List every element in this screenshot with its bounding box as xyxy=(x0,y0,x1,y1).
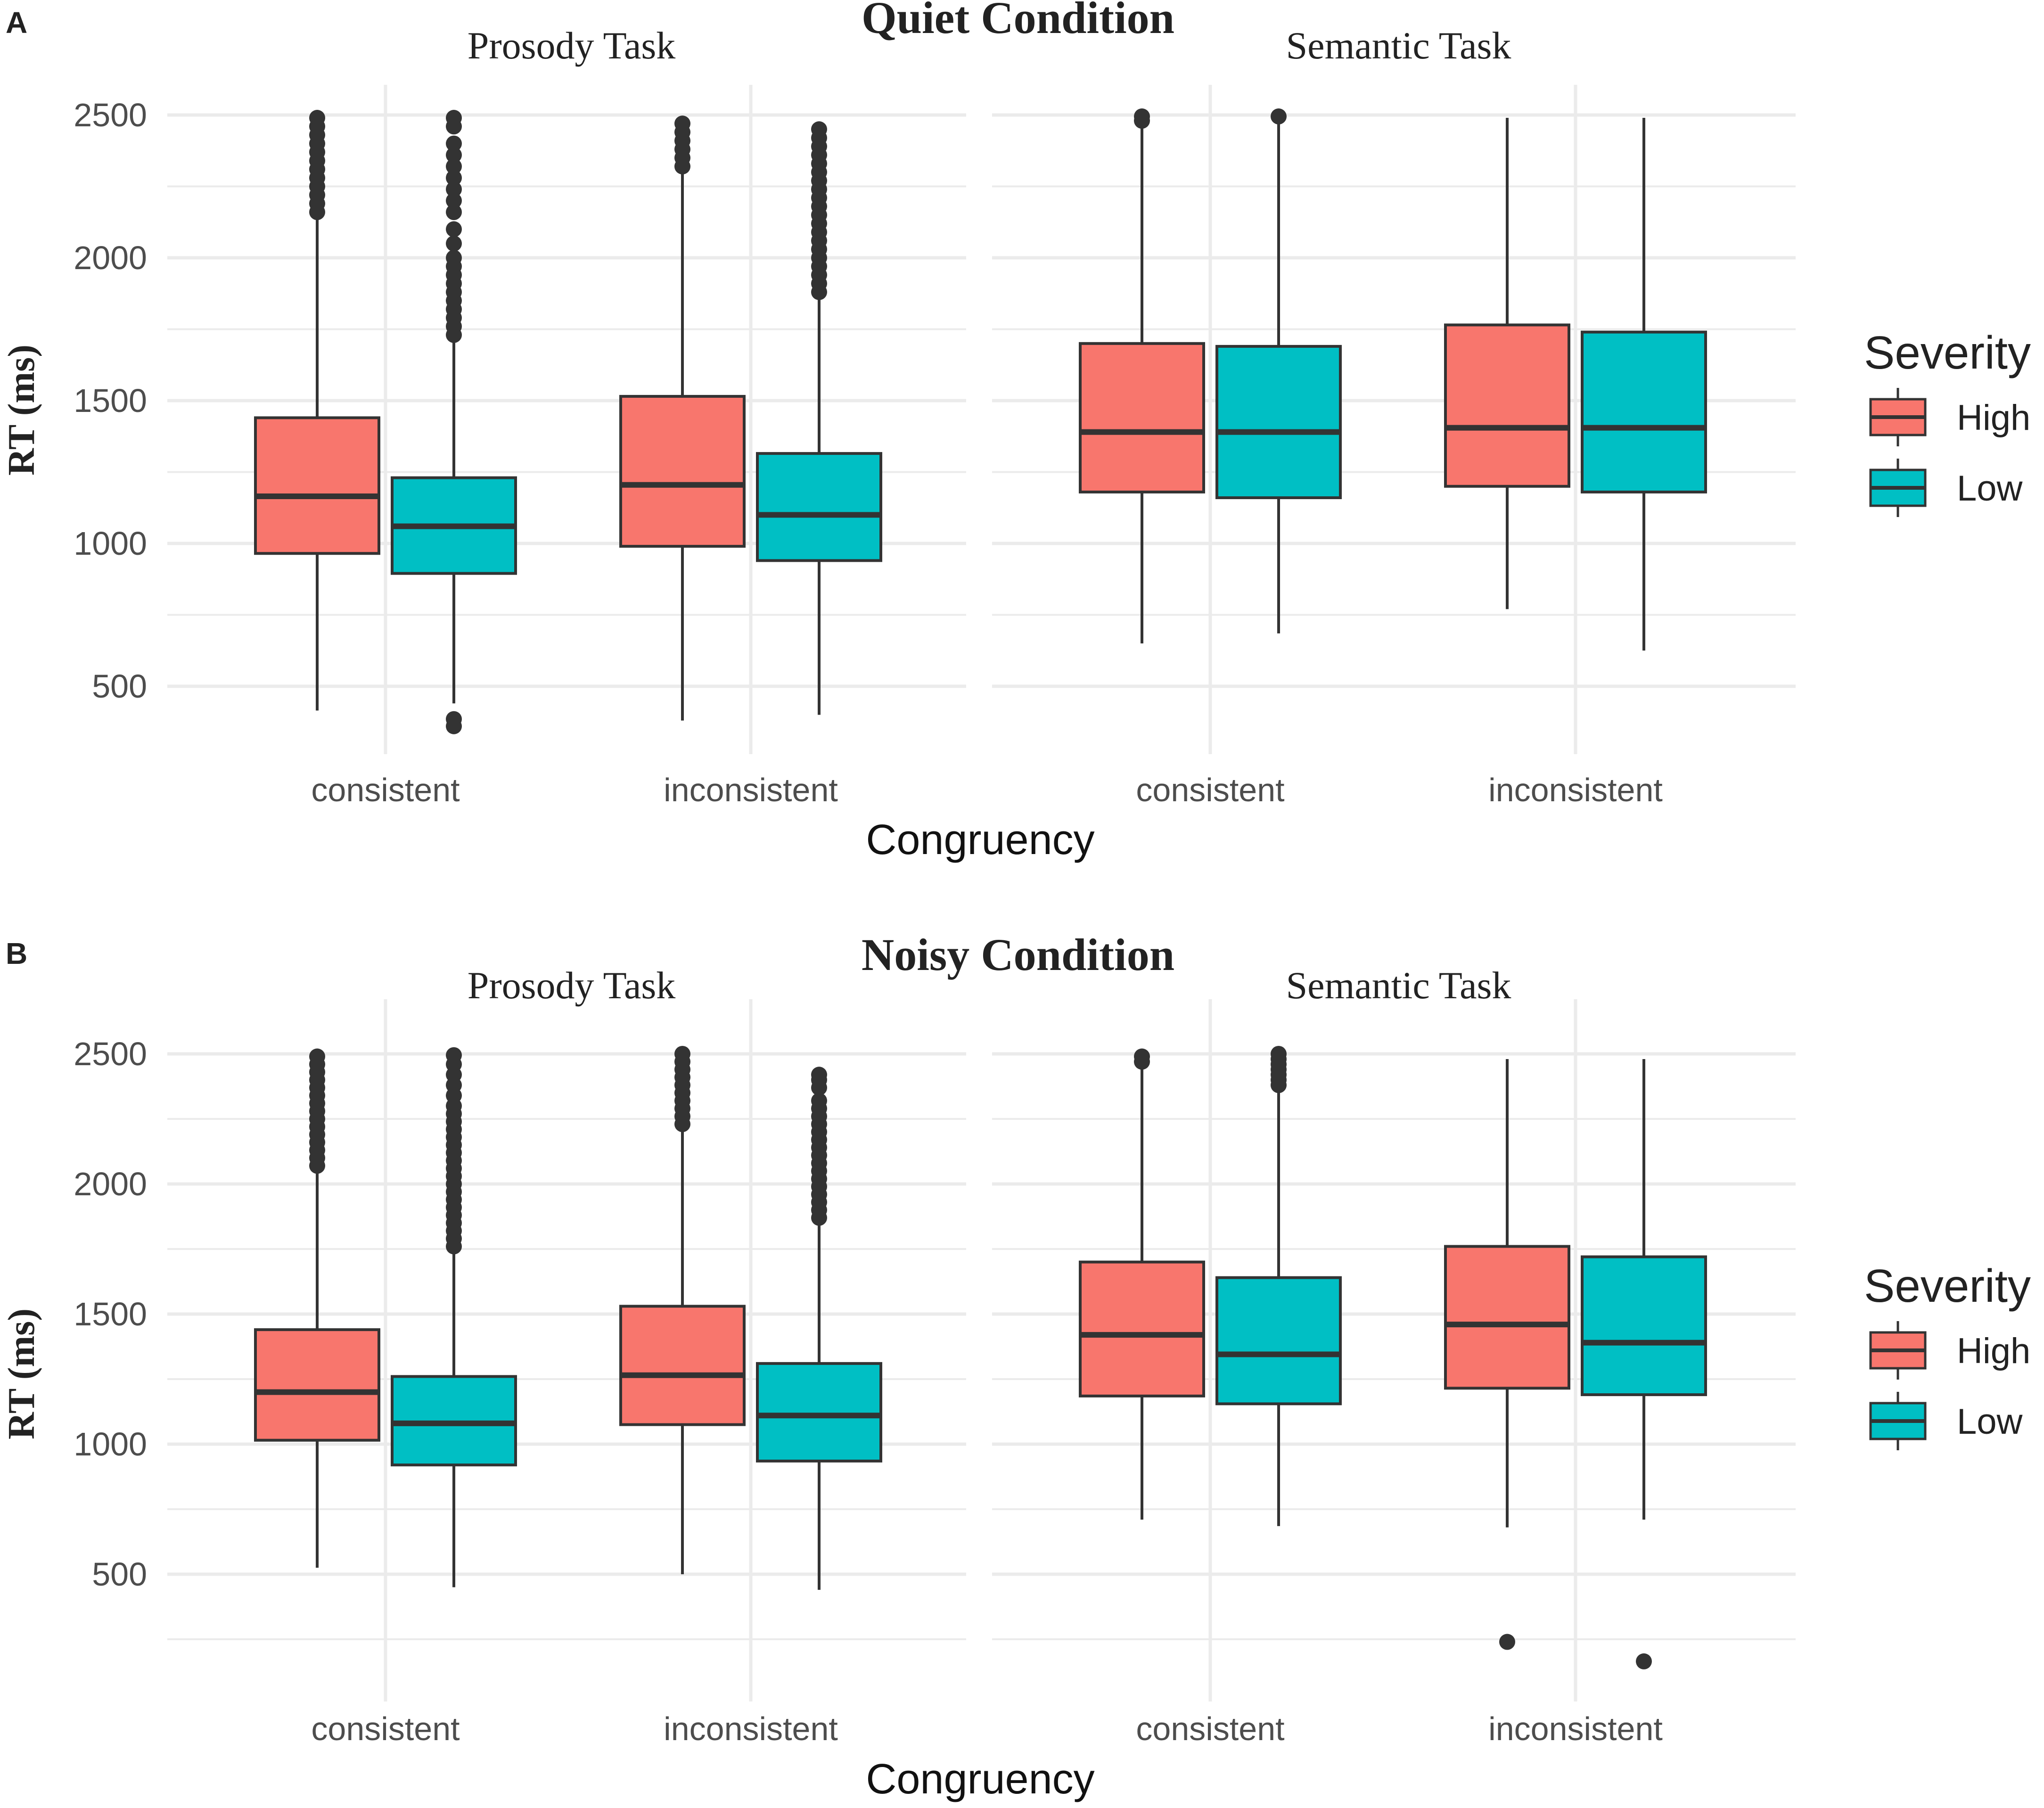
outlier-point xyxy=(811,1067,827,1083)
box-high xyxy=(619,394,746,548)
legend-title: Severity xyxy=(1864,327,2031,378)
outlier-point xyxy=(309,110,325,126)
box-low xyxy=(1581,1255,1707,1397)
y-axis-label: RT (ms) xyxy=(1,1308,42,1439)
box-high xyxy=(619,1305,746,1426)
x-tick-label: consistent xyxy=(1136,1710,1284,1747)
y-tick-label: 2500 xyxy=(74,1035,147,1072)
outlier-point xyxy=(674,1046,690,1062)
box-high xyxy=(1444,323,1570,488)
outlier-point xyxy=(674,115,690,132)
x-tick-label: inconsistent xyxy=(1488,772,1663,808)
box-high xyxy=(1444,1245,1570,1390)
outlier-point xyxy=(1636,1653,1652,1669)
facet-label: Prosody Task xyxy=(468,964,676,1007)
legend-title: Severity xyxy=(1864,1260,2031,1312)
x-tick-label: consistent xyxy=(311,772,460,808)
legend-label: High xyxy=(1957,398,2030,438)
outlier-point xyxy=(1134,1048,1150,1065)
box-high xyxy=(1079,1260,1205,1397)
outlier-point xyxy=(811,1093,827,1109)
outlier-point xyxy=(811,121,827,138)
box-low xyxy=(1215,345,1342,500)
facet-label: Semantic Task xyxy=(1286,964,1511,1007)
outlier-point xyxy=(446,192,462,209)
x-axis-label: Congruency xyxy=(866,816,1094,863)
x-axis-label: Congruency xyxy=(866,1756,1094,1803)
panel-letter: A xyxy=(6,6,27,40)
x-tick-label: consistent xyxy=(1136,772,1284,808)
facet-label: Semantic Task xyxy=(1286,24,1511,67)
box-low xyxy=(1215,1276,1342,1405)
outlier-point xyxy=(446,250,462,266)
outlier-point xyxy=(1499,1634,1515,1650)
outlier-point xyxy=(446,147,462,163)
outlier-point xyxy=(446,158,462,175)
y-tick-label: 500 xyxy=(92,1556,147,1593)
y-tick-label: 500 xyxy=(92,668,147,705)
outlier-point xyxy=(446,170,462,186)
x-tick-label: consistent xyxy=(311,1710,460,1747)
panel-letter: B xyxy=(6,937,27,970)
outlier-point xyxy=(1271,108,1287,125)
y-tick-label: 2000 xyxy=(74,1166,147,1202)
y-tick-label: 1500 xyxy=(74,1296,147,1332)
y-tick-label: 2500 xyxy=(74,97,147,133)
panel-title: Quiet Condition xyxy=(862,0,1174,43)
outlier-point xyxy=(446,135,462,152)
legend-label: Low xyxy=(1957,468,2023,509)
y-tick-label: 1000 xyxy=(74,1426,147,1463)
facet-label: Prosody Task xyxy=(468,24,676,67)
y-tick-label: 1000 xyxy=(74,525,147,562)
y-axis-label: RT (ms) xyxy=(1,345,42,476)
x-tick-label: inconsistent xyxy=(664,1710,838,1747)
box-high xyxy=(254,1328,380,1442)
outlier-point xyxy=(446,235,462,252)
y-tick-label: 1500 xyxy=(74,382,147,419)
outlier-point xyxy=(446,1047,462,1063)
outlier-point xyxy=(309,1048,325,1065)
box-low xyxy=(756,452,882,562)
outlier-point xyxy=(446,711,462,727)
box-high xyxy=(1079,342,1205,493)
legend-label: Low xyxy=(1957,1402,2023,1442)
outlier-point xyxy=(1271,1046,1287,1062)
y-tick-label: 2000 xyxy=(74,239,147,276)
outlier-point xyxy=(446,204,462,221)
x-tick-label: inconsistent xyxy=(1488,1710,1663,1747)
box-low xyxy=(1581,330,1707,493)
outlier-point xyxy=(446,181,462,197)
box-low xyxy=(756,1362,882,1463)
outlier-point xyxy=(446,221,462,238)
outlier-point xyxy=(446,110,462,126)
outlier-point xyxy=(1134,108,1150,125)
panel-title: Noisy Condition xyxy=(862,929,1174,980)
box-high xyxy=(254,416,380,555)
x-tick-label: inconsistent xyxy=(664,772,838,808)
legend-label: High xyxy=(1957,1331,2030,1371)
